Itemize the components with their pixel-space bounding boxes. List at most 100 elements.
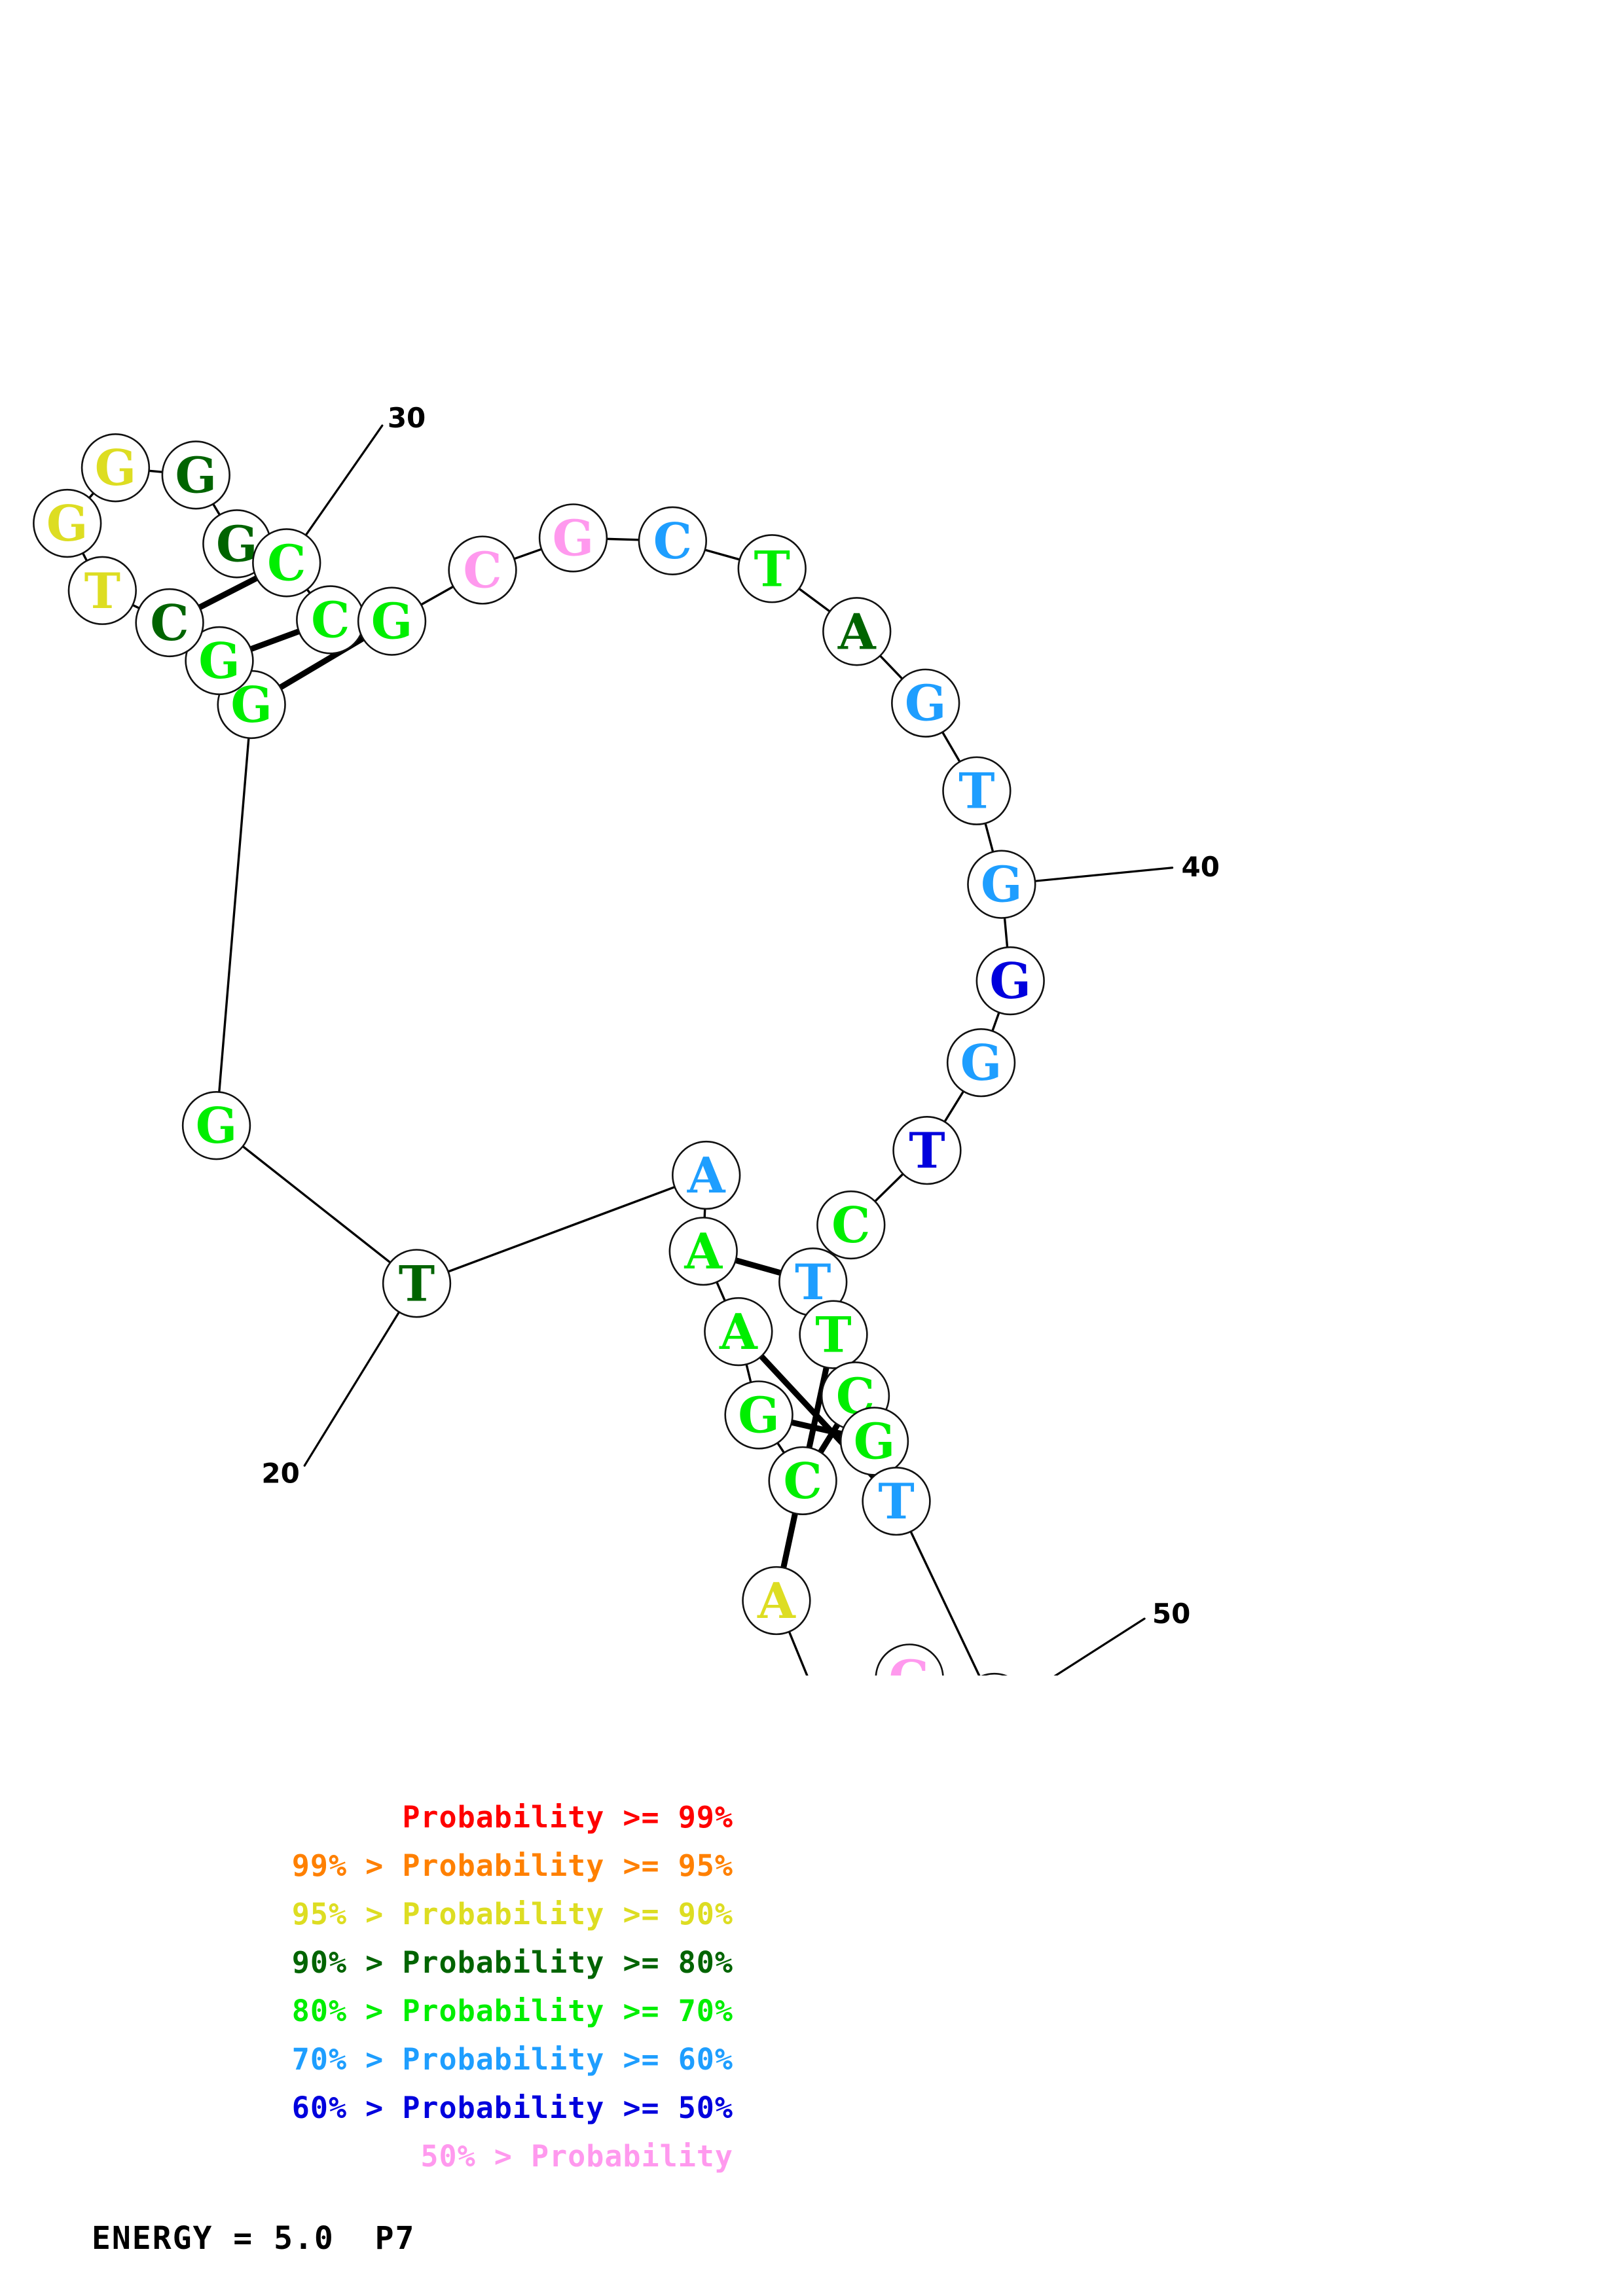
nucleotide-37[interactable]: A (822, 597, 892, 666)
nucleotide-circle (875, 1643, 944, 1676)
position-label-20: 20 (261, 1458, 299, 1490)
nucleotide-17[interactable]: A (704, 1297, 773, 1367)
nucleotide-letter: G (553, 509, 594, 567)
nucleotide-letter: T (754, 540, 790, 598)
nucleotide-letter: T (84, 562, 120, 620)
nucleotide-letter: A (837, 603, 877, 660)
nucleotide-32[interactable]: G (357, 586, 427, 656)
nucleotide-letter: G (888, 1649, 930, 1676)
nucleotide-circle (967, 850, 1036, 919)
nucleotide-circle (981, 1672, 1008, 1676)
nucleotide-letter: A (687, 1147, 726, 1204)
legend-row: 95% > Probability >= 90% (291, 1897, 733, 1931)
nucleotide-21[interactable]: G (181, 1090, 251, 1160)
legend-row: 70% > Probability >= 60% (291, 2042, 733, 2077)
position-label-40: 40 (1182, 851, 1220, 883)
nucleotide-circle (816, 1190, 886, 1260)
nucleotide-letter: G (95, 439, 137, 497)
nucleotide-16[interactable]: G (724, 1380, 793, 1450)
nucleotide-41[interactable]: G (976, 946, 1045, 1016)
nucleotide-50[interactable]: C (960, 1672, 1028, 1676)
nucleotide-letter: G (989, 952, 1031, 1010)
nucleotide-circle (742, 1566, 811, 1636)
nucleotide-circle (538, 503, 608, 573)
nucleotide-circle (252, 528, 321, 598)
position-leader-layer (303, 424, 1174, 1676)
energy-readout: ENERGY = 5.0 P7 (92, 2220, 416, 2257)
nucleotide-18[interactable]: A (668, 1217, 738, 1286)
nucleotide-letter: A (757, 1572, 796, 1630)
nucleotide-30[interactable]: C (252, 528, 321, 598)
nucleotide-43[interactable]: T (892, 1115, 962, 1185)
nucleotide-23[interactable]: G (185, 626, 254, 696)
nucleotide-circle (891, 668, 960, 738)
nucleotide-35[interactable]: C (638, 506, 708, 576)
nucleotide-letter: C (653, 512, 692, 570)
nucleotide-46[interactable]: T (799, 1300, 868, 1369)
nucleotide-48[interactable]: G (839, 1407, 909, 1476)
nucleotide-letter: C (783, 1452, 822, 1510)
nucleotide-circle (185, 626, 254, 696)
nucleotide-circle (33, 488, 102, 558)
nucleotide-circle (668, 1217, 738, 1286)
nucleotide-34[interactable]: G (538, 503, 608, 573)
nucleotide-40[interactable]: G (967, 850, 1036, 919)
legend-row: 90% > Probability >= 80% (291, 1945, 733, 1980)
nucleotide-circle (768, 1446, 837, 1516)
nucleotide-31[interactable]: C (296, 585, 365, 655)
nucleotide-circle (946, 1028, 1016, 1098)
nucleotide-circle (799, 1300, 868, 1369)
nucleotide-letter: C (463, 542, 501, 600)
nucleotide-19[interactable]: A (672, 1140, 741, 1210)
nucleotide-28[interactable]: G (161, 440, 230, 510)
nucleotide-circle (81, 433, 151, 503)
nucleotide-12[interactable]: G (875, 1643, 944, 1676)
position-label-30: 30 (388, 402, 426, 434)
nucleotide-letter: T (815, 1306, 851, 1364)
nucleotide-33[interactable]: C (448, 535, 517, 605)
nucleotide-42[interactable]: G (946, 1028, 1016, 1098)
nucleotide-24[interactable]: C (135, 588, 204, 658)
nucleotide-letter: G (960, 1034, 1002, 1092)
nucleotide-circle (161, 440, 230, 510)
position-label-layer: 203040506070 (261, 402, 1220, 1630)
nucleotide-letter: A (684, 1223, 723, 1280)
nucleotide-circle (135, 588, 204, 658)
nucleotide-layer: TACACAGGGGAGTACGAAATGGGCTGGGGCCGCGCTAGTG… (33, 433, 1045, 1676)
nucleotide-letter: G (371, 593, 413, 651)
nucleotide-20[interactable]: T (382, 1249, 452, 1318)
nucleotide-39[interactable]: T (942, 756, 1012, 825)
nucleotide-circle (357, 586, 427, 656)
position-label-50: 50 (1152, 1598, 1190, 1630)
nucleotide-letter: G (198, 632, 240, 690)
nucleotide-14[interactable]: A (742, 1566, 811, 1636)
nucleotide-letter: C (150, 594, 189, 652)
legend-row: 80% > Probability >= 70% (291, 1994, 733, 2028)
nucleotide-44[interactable]: C (816, 1190, 886, 1260)
legend-row: Probability >= 99% (402, 1800, 733, 1835)
nucleotide-circle (942, 756, 1012, 825)
nucleotide-26[interactable]: G (33, 488, 102, 558)
backbone-layer (81, 469, 1009, 1676)
nucleotide-circle (892, 1115, 962, 1185)
nucleotide-circle (724, 1380, 793, 1450)
nucleotide-36[interactable]: T (737, 534, 807, 603)
nucleotide-letter: C (311, 591, 350, 649)
nucleotide-49[interactable]: T (862, 1466, 931, 1536)
nucleotide-letter: G (854, 1413, 896, 1471)
nucleotide-15[interactable]: C (768, 1446, 837, 1516)
nucleotide-circle (704, 1297, 773, 1367)
nucleotide-circle (448, 535, 517, 605)
nucleotide-letter: A (719, 1303, 758, 1361)
nucleotide-letter: G (738, 1386, 780, 1444)
nucleotide-circle (181, 1090, 251, 1160)
nucleotide-letter: G (905, 675, 947, 732)
structure-diagram: TACACAGGGGAGTACGAAATGGGCTGGGGCCGCGCTAGTG… (33, 402, 1220, 1676)
nucleotide-38[interactable]: G (891, 668, 960, 738)
nucleotide-letter: G (196, 1097, 238, 1155)
nucleotide-25[interactable]: T (67, 556, 137, 625)
nucleotide-circle (976, 946, 1045, 1016)
legend-row: 60% > Probability >= 50% (291, 2090, 733, 2125)
nucleotide-circle (672, 1140, 741, 1210)
nucleotide-27[interactable]: G (81, 433, 151, 503)
